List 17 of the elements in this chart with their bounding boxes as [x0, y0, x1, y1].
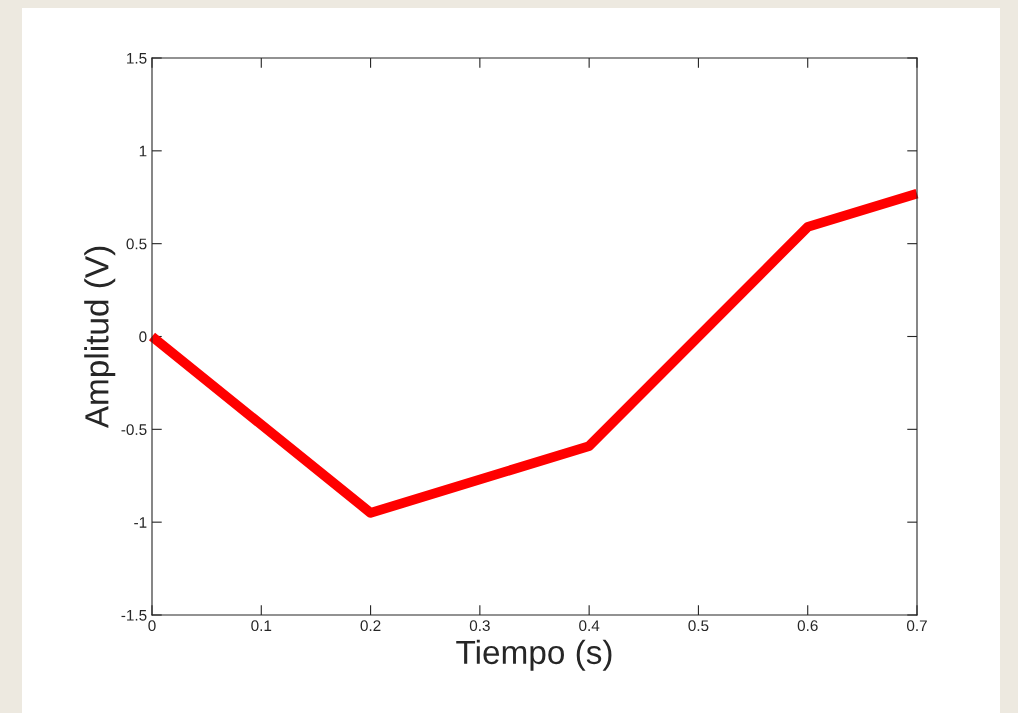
y-tick-label: 1 [139, 145, 147, 157]
x-tick-label: 0.6 [797, 620, 818, 632]
y-tick-label: 0.5 [126, 238, 147, 250]
y-axis-title: Amplitud (V) [84, 246, 116, 429]
x-tick-label: 0.7 [906, 620, 927, 632]
y-tick-label: -1.5 [121, 610, 147, 621]
y-tick-label: 0 [139, 331, 147, 343]
y-tick-label: -0.5 [121, 424, 147, 436]
x-tick-label: 0.3 [469, 620, 490, 632]
y-tick-label: -1 [134, 517, 147, 528]
x-tick-label: 0.1 [251, 620, 272, 632]
y-tick-label: 1.5 [127, 53, 147, 64]
x-tick-label: 0.2 [360, 620, 381, 632]
x-tick-label: 0.4 [579, 620, 600, 632]
x-tick-label: 0 [148, 620, 156, 632]
x-tick-label: 0.5 [688, 620, 709, 632]
x-axis-title: Tiempo (s) [456, 639, 612, 671]
